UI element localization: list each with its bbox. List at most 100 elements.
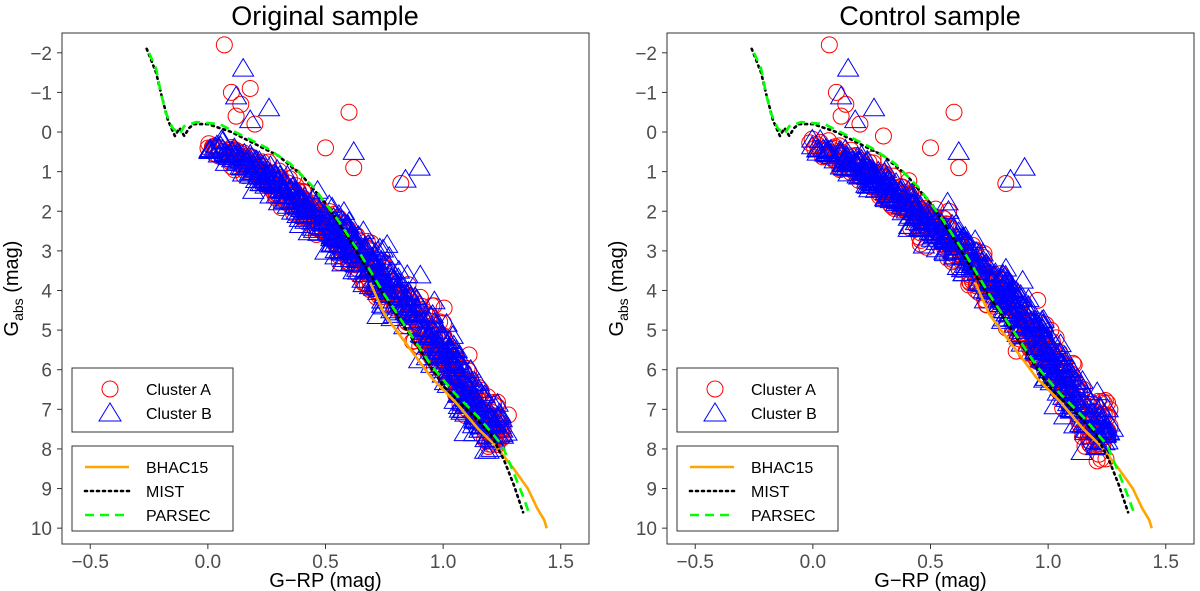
cluster-b-point <box>358 235 381 255</box>
x-tick-label: 1.5 <box>1153 552 1179 573</box>
cluster-b-point <box>267 191 291 211</box>
cluster-b-point <box>952 227 975 247</box>
cluster-b-point <box>232 147 256 167</box>
cluster-b-point <box>394 300 418 320</box>
legend-label: PARSEC <box>751 508 816 525</box>
cluster-b-point <box>1035 352 1059 372</box>
cluster-b-point <box>324 239 348 259</box>
cluster-b-point <box>361 248 385 268</box>
cluster-b-point <box>933 242 957 262</box>
cluster-b-point <box>877 183 901 203</box>
cluster-b-point <box>1034 326 1058 346</box>
cluster-a-point <box>851 115 869 133</box>
cluster-b-point <box>454 380 477 400</box>
isochrone-mist <box>750 47 1130 514</box>
cluster-b-point <box>806 137 830 157</box>
cluster-b-point <box>867 173 891 193</box>
legend-box <box>676 445 839 532</box>
cluster-b-point <box>252 168 276 188</box>
cluster-b-point <box>377 245 401 265</box>
cluster-a-point <box>200 135 218 153</box>
plot-frame <box>666 32 1195 545</box>
cluster-b-point <box>836 57 860 77</box>
cluster-b-point <box>895 199 919 219</box>
cluster-b-point <box>335 239 359 259</box>
legend-isochrones: BHAC15 MIST PARSEC <box>71 445 234 532</box>
legend-label: MIST <box>146 484 184 501</box>
isochrone-bhac15 <box>369 282 548 529</box>
cluster-b-point <box>310 211 334 231</box>
cluster-b-point <box>395 294 419 314</box>
y-tick-label: 7 <box>41 400 52 421</box>
cluster-b-point <box>272 189 296 209</box>
cluster-b-point <box>979 262 1003 282</box>
cluster-b-point <box>382 268 405 288</box>
legend-label: BHAC15 <box>751 460 813 477</box>
y-tick-label: −2 <box>30 44 52 65</box>
legend-triangle-icon <box>703 402 727 422</box>
cluster-b-point <box>1075 394 1099 414</box>
cluster-b-point <box>1033 340 1056 360</box>
cluster-b-point <box>286 186 310 206</box>
cluster-b-point <box>319 227 343 247</box>
y-tick-label: −2 <box>635 44 657 65</box>
cluster-b-point <box>283 180 307 200</box>
x-tick-label: −0.5 <box>71 552 109 573</box>
cluster-a-point <box>820 36 838 54</box>
cluster-b-point <box>428 325 452 345</box>
cluster-b-point <box>255 172 279 192</box>
cluster-b-point <box>394 298 418 318</box>
cluster-b-point <box>447 364 471 384</box>
cluster-b-point <box>1073 393 1097 413</box>
cluster-a-point <box>832 107 850 125</box>
cluster-b-point <box>953 225 977 245</box>
y-tick-label: 4 <box>646 281 657 302</box>
cluster-b-point <box>1077 404 1101 424</box>
cluster-b-point <box>947 140 971 160</box>
y-tick-label: 9 <box>646 480 657 501</box>
chart-title: Original sample <box>231 1 419 31</box>
y-tick-label: 3 <box>41 242 52 263</box>
cluster-b-point <box>397 281 421 301</box>
cluster-b-point <box>357 259 381 279</box>
cluster-b-point <box>862 97 886 117</box>
cluster-b-point <box>297 221 321 241</box>
cluster-b-point <box>259 184 282 204</box>
cluster-b-point <box>1060 357 1084 377</box>
cluster-b-point <box>1013 156 1036 176</box>
legend-isochrones: BHAC15 MIST PARSEC <box>676 445 839 532</box>
cluster-b-point <box>324 245 347 265</box>
cluster-b-point <box>396 288 419 308</box>
cluster-b-point <box>460 371 484 391</box>
cluster-b-point <box>1096 398 1120 418</box>
cluster-b-point <box>808 128 832 148</box>
cluster-b-point <box>845 153 868 173</box>
y-tick-label: 0 <box>41 123 52 144</box>
legend-clusters: Cluster A Cluster B <box>71 367 234 433</box>
x-tick-label: 1.0 <box>1035 552 1061 573</box>
cluster-b-point <box>1026 333 1049 353</box>
cluster-b-point <box>1013 307 1036 327</box>
cluster-b-point <box>843 109 867 129</box>
cluster-b-point <box>971 255 995 275</box>
x-tick-label: 1.0 <box>430 552 456 573</box>
cluster-b-point <box>370 264 393 284</box>
cluster-a-point <box>874 127 892 145</box>
cluster-b-point <box>1038 325 1061 345</box>
cluster-b-point <box>908 216 931 236</box>
cluster-b-point <box>211 130 235 149</box>
cluster-b-point <box>321 232 344 252</box>
cluster-b-point <box>305 191 329 211</box>
x-tick-label: 1.5 <box>548 552 574 573</box>
cluster-b-point <box>247 150 271 170</box>
cluster-b-point <box>424 343 448 363</box>
cluster-a-point <box>215 36 233 54</box>
cluster-b-point <box>217 146 241 166</box>
y-tick-label: 0 <box>646 123 657 144</box>
cluster-b-point <box>864 171 888 191</box>
y-tick-label: 2 <box>41 202 52 223</box>
cluster-b-point <box>936 191 959 211</box>
cluster-b-point <box>385 280 409 300</box>
cluster-b-point <box>1011 269 1035 289</box>
cluster-b-point <box>287 188 310 208</box>
